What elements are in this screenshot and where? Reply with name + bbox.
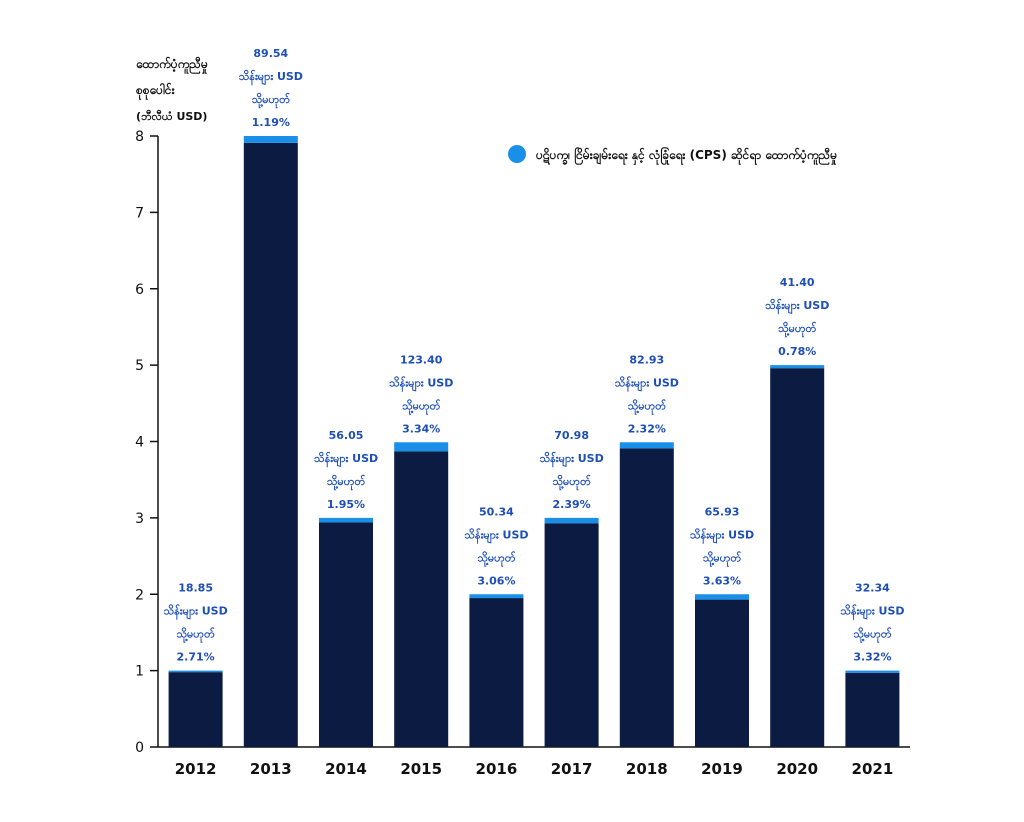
bar-cps (243, 136, 298, 143)
y-tick-label: 0 (135, 740, 144, 756)
x-tick-label: 2020 (776, 760, 818, 778)
x-tick-label: 2015 (400, 760, 442, 778)
x-axis-ticks: 2012 2013 2014 2015 2016 2017 2018 2019 2020 2021 (175, 760, 894, 778)
bar-total (243, 142, 298, 747)
bar-total (619, 448, 674, 747)
bar-cps (394, 442, 449, 452)
data-label-line: 65.93 (705, 505, 740, 518)
data-label-line: 82.93 (629, 353, 664, 366)
y-tick-label: 6 (135, 282, 144, 298)
y-tick-label: 5 (135, 358, 144, 374)
data-label-line: သိန်းများ USD (239, 69, 303, 86)
x-tick-label: 2017 (551, 760, 593, 778)
data-label-line: သို့မဟုတ် (327, 474, 367, 491)
x-tick-label: 2014 (325, 760, 367, 778)
data-label-line: 41.40 (780, 276, 815, 289)
data-label-line: 2.32% (628, 422, 666, 435)
data-label-line: သို့မဟုတ် (628, 398, 668, 415)
data-label-line: သိန်းများ USD (464, 527, 528, 544)
bar-total (319, 522, 373, 747)
data-label-line: သို့မဟုတ် (176, 627, 216, 644)
data-label-line: 89.54 (253, 47, 288, 60)
data-label-line: သို့မဟုတ် (552, 474, 592, 491)
x-tick-label: 2019 (701, 760, 743, 778)
data-label-line: သို့မဟုတ် (477, 550, 517, 567)
data-label-line: 1.95% (327, 498, 365, 511)
data-label-line: 1.19% (252, 116, 290, 129)
y-axis-title-line: ထောက်ပံ့ကူညီမှု (135, 55, 208, 75)
bar-cps (469, 594, 524, 599)
data-label-line: 56.05 (329, 429, 364, 442)
y-axis-title: ထောက်ပံ့ကူညီမှု စုစုပေါင်း (ဘီလီယံ USD) (135, 55, 208, 123)
data-label-line: သိန်းများ USD (539, 451, 603, 468)
legend-marker (508, 145, 526, 163)
data-label-line: သိန်းများ USD (690, 527, 754, 544)
data-label-line: သို့မဟုတ် (402, 398, 442, 415)
data-label-line: သိန်းများ USD (615, 375, 679, 392)
data-label-line: သို့မဟုတ် (853, 627, 893, 644)
bar-cps (695, 594, 749, 600)
data-label-line: သိန်းများ USD (765, 298, 829, 315)
x-tick-label: 2013 (250, 760, 292, 778)
legend: ပဋိပက္ခ၊ ငြိမ်းချမ်းရေး နှင့် လုံခြုံရေး… (508, 145, 837, 166)
data-label-line: 3.63% (703, 574, 741, 587)
data-label-line: 2.71% (177, 651, 215, 664)
y-axis-title-line: (ဘီလီယံ USD) (136, 109, 207, 123)
x-tick-label: 2016 (476, 760, 518, 778)
x-tick-label: 2021 (852, 760, 894, 778)
data-label-line: သို့မဟုတ် (778, 321, 818, 338)
bars (168, 136, 900, 747)
data-label-line: 2.39% (553, 498, 591, 511)
y-tick-label: 7 (135, 205, 144, 221)
data-label-line: သိန်းများ USD (840, 604, 904, 621)
y-tick-label: 1 (135, 664, 144, 680)
bar-cps (845, 670, 900, 673)
bar-cps (619, 442, 674, 449)
bar-cps (770, 365, 825, 369)
data-label-line: သိန်းများ USD (163, 604, 227, 621)
data-label-line: 123.40 (400, 353, 443, 366)
bar-total (469, 598, 524, 747)
y-axis-ticks: 0 1 2 3 4 5 6 7 8 (135, 129, 158, 756)
data-label-line: 18.85 (178, 582, 213, 595)
data-label-line: 3.34% (402, 422, 440, 435)
data-label-line: 3.32% (853, 651, 891, 664)
y-tick-label: 4 (135, 435, 144, 451)
bar-total (845, 672, 900, 747)
y-tick-label: 3 (135, 511, 144, 527)
x-tick-label: 2012 (175, 760, 217, 778)
y-tick-label: 8 (135, 129, 144, 145)
legend-label: ပဋိပက္ခ၊ ငြိမ်းချမ်းရေး နှင့် လုံခြုံရေး… (535, 145, 837, 166)
data-label-line: သိန်းများ USD (389, 375, 453, 392)
y-axis-title-line: စုစုပေါင်း (135, 81, 176, 101)
data-label-line: 32.34 (855, 582, 890, 595)
bar-cps (319, 517, 373, 523)
bar-total (770, 368, 825, 747)
data-labels: 18.85 သိန်းများ USD သို့မဟုတ် 2.71% 89.54 သိန… (163, 47, 904, 664)
bar-cps (168, 670, 223, 673)
bar-total (695, 599, 749, 747)
data-label-line: 3.06% (477, 574, 515, 587)
y-tick-label: 2 (135, 587, 144, 603)
x-tick-label: 2018 (626, 760, 668, 778)
data-label-line: သို့မဟုတ် (252, 92, 292, 109)
data-label-line: သိန်းများ USD (314, 451, 378, 468)
data-label-line: သို့မဟုတ် (703, 550, 743, 567)
bar-total (168, 672, 223, 747)
bar-cps (544, 517, 599, 524)
data-label-line: 0.78% (778, 345, 816, 358)
data-label-line: 70.98 (554, 429, 589, 442)
bar-total (544, 523, 599, 747)
bar-total (394, 451, 449, 747)
data-label-line: 50.34 (479, 505, 514, 518)
